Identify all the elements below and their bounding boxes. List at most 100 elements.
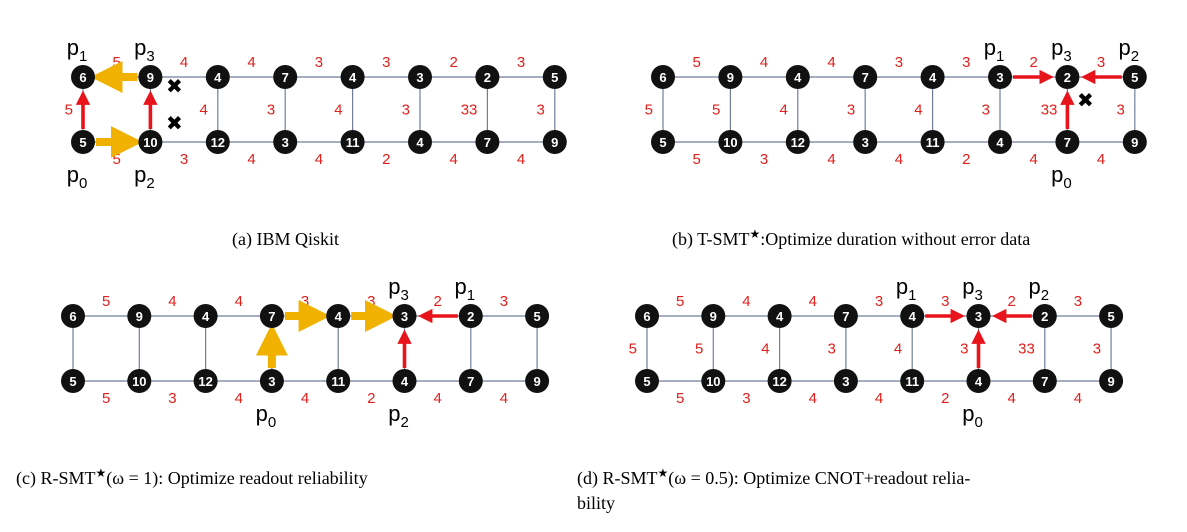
weight-top: 3 [301, 293, 309, 310]
qubit-node-top: 4 [205, 65, 230, 89]
program-qubit-label: p1 [67, 35, 88, 65]
qubit-node-value: 12 [791, 135, 805, 150]
qubit-node-circle [205, 130, 230, 154]
qubit-node-value: 2 [467, 309, 474, 324]
weight-top: 3 [500, 293, 508, 310]
qubit-node-value: 9 [727, 70, 734, 85]
qubit-node-bottom: 12 [785, 130, 810, 154]
qubit-node-circle [392, 369, 417, 393]
qubit-node-circle [138, 65, 163, 89]
qubit-node-circle [900, 304, 925, 328]
qubit-node-circle [193, 304, 218, 328]
weight-bottom: 5 [113, 151, 121, 168]
program-qubit-label: p1 [455, 274, 476, 304]
weight-top: 4 [760, 54, 768, 71]
edge-weights: 5 4 4 3 3 2 3 5 3 4 4 2 4 4 [102, 293, 508, 407]
weight-top: 3 [962, 54, 970, 71]
qubit-node-value: 6 [659, 70, 666, 85]
qubit-node-top: 7 [273, 65, 298, 89]
weight-vertical: 33 [461, 102, 478, 119]
qubit-node-circle [966, 369, 991, 393]
blocked-marks: ✖✖ [166, 76, 183, 135]
qubit-node-value: 9 [1107, 374, 1114, 389]
qubit-node-circle [651, 130, 675, 154]
qubit-node-value: 11 [331, 374, 345, 389]
weight-top: 3 [875, 293, 883, 310]
weight-vertical: 3 [982, 102, 990, 119]
qubit-node-value: 9 [710, 309, 717, 324]
qubit-node-top: 3 [392, 304, 417, 328]
weight-top: 3 [517, 54, 525, 71]
qubit-node-value: 7 [842, 309, 849, 324]
qubit-node-top: 2 [1055, 65, 1080, 89]
weight-vertical: 5 [695, 341, 703, 358]
qubit-node-value: 4 [349, 70, 357, 85]
qubit-node-bottom: 9 [1122, 130, 1147, 154]
weight-bottom: 2 [962, 151, 970, 168]
weight-bottom: 3 [180, 151, 188, 168]
caption-d-line2: bility [577, 493, 615, 513]
weight-bottom: 4 [517, 151, 525, 168]
qubit-node-circle [273, 65, 298, 89]
qubit-node-bottom: 10 [138, 130, 163, 154]
qubit-node-value: 11 [905, 374, 919, 389]
weight-bottom: 4 [827, 151, 835, 168]
weight-top: 4 [247, 54, 255, 71]
qubit-node-top: 5 [1099, 304, 1124, 328]
qubit-node-value: 5 [551, 70, 558, 85]
qubit-node-bottom: 7 [458, 369, 483, 393]
captions: (a) IBM Qiskit (b) T-SMT★:Optimize durat… [16, 227, 1030, 513]
weight-bottom: 4 [1030, 151, 1038, 168]
edge-weights: 5 4 4 3 3 2 35 3 4 4 2 4 45 4 3 4 3 33 3 [65, 54, 545, 168]
weight-top: 4 [809, 293, 817, 310]
cross-icon: ✖ [166, 76, 183, 98]
qubit-node-value: 7 [1064, 135, 1071, 150]
qubit-node-value: 3 [268, 374, 275, 389]
qubit-node-value: 5 [533, 309, 540, 324]
qubit-node-circle [1122, 130, 1147, 154]
qubit-node-bottom: 4 [392, 369, 417, 393]
program-qubit-labels: p1 p3 p2 p0 [896, 274, 1049, 431]
swap-arrows [255, 300, 458, 368]
weight-top: 2 [450, 54, 458, 71]
panel-b-t-smt: 5 4 4 3 3 2 35 3 4 4 2 4 45 5 4 3 4 3 33 36 9 4 7 4 3 2 55 10 12 3 11 4… [645, 35, 1147, 192]
cross-icon: ✖ [1077, 90, 1094, 112]
qubit-node-value: 4 [335, 309, 343, 324]
qubit-node-circle [259, 369, 284, 393]
qubit-node-circle [205, 65, 230, 89]
qubit-node-circle [920, 130, 945, 154]
weight-top: 4 [168, 293, 176, 310]
program-qubit-label: p2 [1119, 35, 1140, 65]
qubit-node-top: 2 [475, 65, 500, 89]
weight-bottom: 4 [895, 151, 903, 168]
program-qubit-label: p1 [984, 35, 1005, 65]
weight-vertical: 3 [1093, 341, 1101, 358]
qubit-node-circle [767, 304, 792, 328]
edge-weights: 5 4 4 3 3 2 35 3 4 4 2 4 45 5 4 3 4 3 33 3 [645, 54, 1125, 168]
program-qubit-labels: p3 p1 p0 p2 [256, 274, 475, 431]
weight-vertical: 5 [65, 102, 73, 119]
weight-vertical: 5 [629, 341, 637, 358]
qubit-node-circle [392, 304, 417, 328]
qubit-node-bottom: 5 [651, 130, 675, 154]
weight-vertical: 33 [1018, 341, 1035, 358]
weight-bottom: 4 [450, 151, 458, 168]
qubit-node-circle [61, 304, 85, 328]
program-qubit-label: p0 [962, 401, 983, 431]
qubit-node-circle [193, 369, 218, 393]
qubit-node-bottom: 12 [193, 369, 218, 393]
qubit-node-top: 9 [138, 65, 163, 89]
qubit-node-value: 3 [282, 135, 289, 150]
qubit-node-value: 4 [975, 374, 983, 389]
qubit-node-value: 3 [862, 135, 869, 150]
qubit-node-circle [833, 304, 858, 328]
qubit-node-bottom: 11 [920, 130, 945, 154]
qubit-node-value: 4 [202, 309, 210, 324]
qubit-nodes: 6 9 4 7 4 3 2 5 5 10 12 3 11 4 7 9 [635, 304, 1124, 393]
weight-bottom: 4 [1074, 390, 1082, 407]
weight-vertical: 3 [828, 341, 836, 358]
weight-bottom: 2 [941, 390, 949, 407]
qubit-node-top: 5 [525, 304, 550, 328]
weight-vertical: 4 [334, 102, 342, 119]
weight-top: 3 [1074, 293, 1082, 310]
